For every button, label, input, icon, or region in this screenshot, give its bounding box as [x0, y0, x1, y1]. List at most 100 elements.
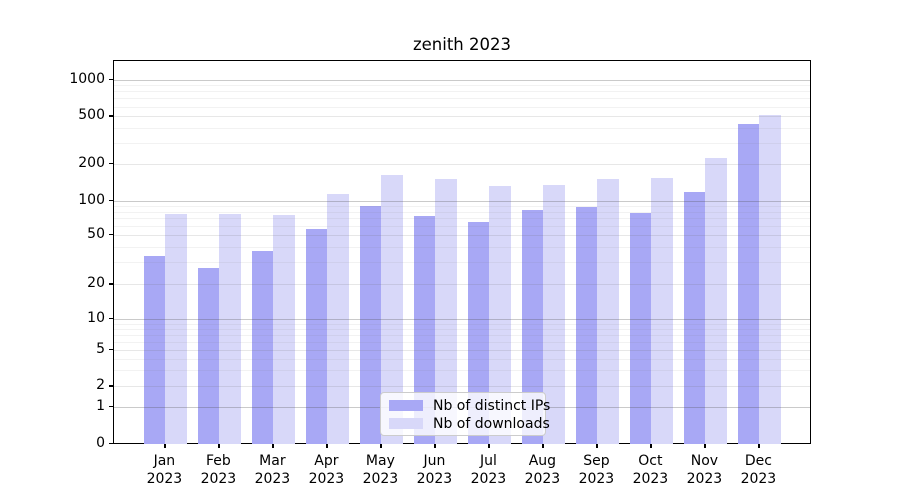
y-tick-label: 1 — [96, 398, 105, 414]
bar-distinct-ips-jul — [467, 222, 490, 444]
y-tick-label: 50 — [87, 226, 105, 242]
y-tick-mark — [109, 234, 113, 236]
bar-distinct-ips-sep — [575, 206, 598, 444]
x-tick-mark — [380, 444, 382, 448]
x-tick-label-feb: Feb 2023 — [200, 453, 237, 487]
gridline-mid — [114, 116, 810, 118]
x-tick-mark — [650, 444, 652, 448]
x-tick-mark — [596, 444, 598, 448]
y-tick-label: 5 — [96, 340, 105, 357]
bar-distinct-ips-nov — [683, 192, 706, 444]
bar-distinct-ips-mar — [251, 251, 274, 444]
y-tick-mark — [109, 406, 113, 408]
bar-downloads-nov — [705, 158, 727, 444]
legend-item-downloads: Nb of downloads — [389, 416, 550, 432]
gridline-minor — [114, 218, 810, 220]
x-tick-label-aug: Aug 2023 — [524, 453, 561, 487]
bar-downloads-dec — [759, 115, 781, 444]
gridline-minor — [114, 226, 810, 228]
y-tick-mark — [109, 162, 113, 164]
y-tick-mark — [109, 115, 113, 117]
y-tick-mark — [109, 385, 113, 387]
y-tick-label: 0 — [96, 434, 105, 451]
y-tick-label: 2 — [96, 377, 105, 394]
y-tick-label: 1000 — [69, 70, 105, 87]
y-tick-mark — [109, 442, 113, 444]
x-tick-mark — [704, 444, 706, 448]
gridline-major — [114, 79, 810, 81]
bar-downloads-aug — [543, 185, 565, 444]
gridline-minor — [114, 358, 810, 360]
bar-distinct-ips-dec — [737, 123, 760, 444]
gridline-minor — [114, 85, 810, 87]
gridline-minor — [114, 370, 810, 372]
gridline-minor — [114, 106, 810, 108]
y-tick-mark — [109, 348, 113, 350]
x-tick-mark — [542, 444, 544, 448]
bar-distinct-ips-jan — [143, 255, 166, 444]
bar-downloads-jul — [489, 186, 511, 444]
plot-area — [113, 60, 811, 444]
x-tick-label-dec: Dec 2023 — [740, 453, 777, 487]
bar-downloads-jun — [435, 179, 457, 444]
y-tick-label: 10 — [87, 310, 105, 326]
gridline-major — [114, 201, 810, 202]
bar-distinct-ips-aug — [521, 210, 544, 444]
gridline-minor — [114, 262, 810, 264]
x-tick-mark — [164, 444, 166, 448]
y-tick-label: 500 — [78, 107, 105, 124]
gridline-mid — [114, 349, 810, 351]
bar-distinct-ips-oct — [629, 213, 652, 444]
x-tick-label-oct: Oct 2023 — [632, 453, 669, 487]
x-tick-label-sep: Sep 2023 — [578, 453, 615, 487]
bar-distinct-ips-may — [359, 206, 382, 444]
bar-downloads-oct — [651, 178, 673, 444]
gridline-minor — [114, 334, 810, 336]
legend-swatch-distinct-ips — [389, 400, 423, 411]
gridline-minor — [114, 247, 810, 248]
bar-distinct-ips-jun — [413, 215, 436, 444]
gridline-minor — [114, 127, 810, 129]
gridline-minor — [114, 98, 810, 100]
x-tick-mark — [434, 444, 436, 448]
x-tick-label-apr: Apr 2023 — [308, 453, 345, 487]
gridline-major — [114, 319, 810, 320]
gridline-mid — [114, 235, 810, 236]
bar-downloads-jan — [165, 214, 187, 444]
bar-distinct-ips-feb — [197, 268, 220, 444]
x-tick-label-mar: Mar 2023 — [254, 453, 291, 487]
bar-downloads-sep — [597, 179, 619, 444]
bar-downloads-feb — [219, 214, 241, 444]
y-tick-mark — [109, 78, 113, 80]
bar-downloads-may — [381, 174, 403, 444]
legend: Nb of distinct IPs Nb of downloads — [380, 392, 550, 436]
gridline-minor — [114, 328, 810, 330]
x-tick-mark — [758, 444, 760, 448]
gridline-mid — [114, 386, 810, 388]
x-tick-label-jan: Jan 2023 — [146, 453, 183, 487]
legend-swatch-downloads — [389, 418, 423, 429]
bar-distinct-ips-apr — [305, 229, 328, 444]
gridline-minor — [114, 341, 810, 343]
x-tick-label-jun: Jun 2023 — [416, 453, 453, 487]
y-tick-label: 200 — [78, 154, 105, 171]
chart-title: zenith 2023 — [412, 35, 512, 54]
gridline-mid — [114, 163, 810, 165]
gridline-minor — [114, 323, 810, 325]
gridline-mid — [114, 284, 810, 286]
gridline-minor — [114, 206, 810, 208]
y-tick-mark — [109, 318, 113, 320]
legend-label-downloads: Nb of downloads — [433, 415, 550, 432]
x-tick-mark — [218, 444, 220, 448]
x-tick-mark — [488, 444, 490, 448]
x-tick-label-jul: Jul 2023 — [470, 453, 507, 487]
y-tick-label: 20 — [87, 275, 105, 292]
x-tick-label-nov: Nov 2023 — [686, 453, 723, 487]
gridline-minor — [114, 142, 810, 144]
legend-item-distinct-ips: Nb of distinct IPs — [389, 398, 550, 414]
gridline-minor — [114, 211, 810, 213]
legend-label-distinct-ips: Nb of distinct IPs — [433, 397, 551, 414]
y-tick-mark — [109, 283, 113, 285]
y-tick-mark — [109, 200, 113, 202]
